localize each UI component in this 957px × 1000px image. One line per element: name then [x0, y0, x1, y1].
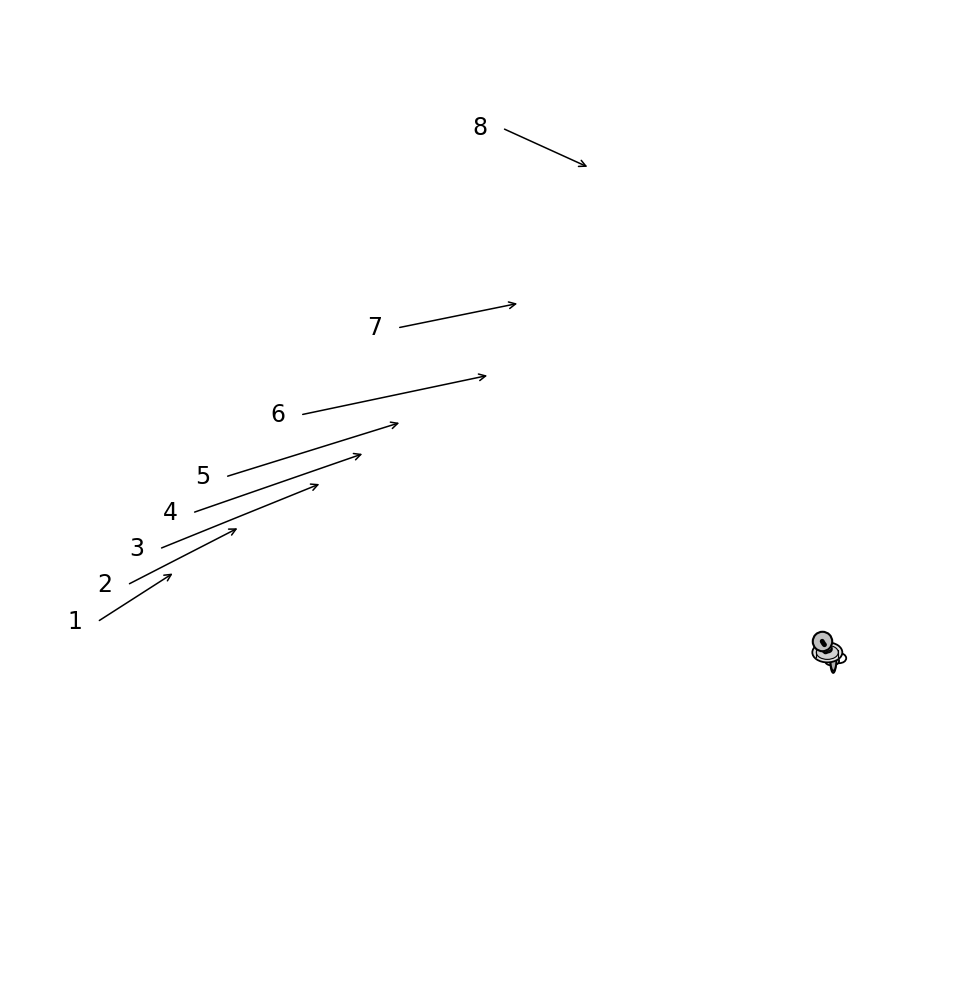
Text: 5: 5 — [195, 465, 211, 489]
Ellipse shape — [825, 657, 839, 666]
Polygon shape — [819, 652, 830, 660]
Ellipse shape — [816, 645, 838, 659]
Polygon shape — [824, 648, 826, 652]
Polygon shape — [829, 656, 831, 660]
Ellipse shape — [822, 645, 832, 651]
Ellipse shape — [812, 642, 842, 662]
Ellipse shape — [819, 651, 825, 654]
Polygon shape — [826, 645, 831, 654]
Polygon shape — [817, 652, 834, 660]
Text: 1: 1 — [68, 610, 82, 634]
Ellipse shape — [831, 647, 836, 671]
Ellipse shape — [824, 654, 830, 657]
Polygon shape — [824, 645, 830, 647]
Ellipse shape — [819, 651, 824, 654]
Text: 6: 6 — [271, 403, 285, 427]
Ellipse shape — [820, 651, 825, 654]
Ellipse shape — [820, 652, 825, 655]
Polygon shape — [819, 650, 822, 654]
Ellipse shape — [823, 653, 829, 656]
Polygon shape — [817, 652, 821, 655]
Text: 3: 3 — [129, 537, 145, 561]
Ellipse shape — [824, 653, 829, 656]
Polygon shape — [830, 646, 831, 660]
Ellipse shape — [833, 653, 846, 663]
Polygon shape — [819, 649, 824, 652]
Polygon shape — [822, 649, 825, 654]
Ellipse shape — [822, 652, 827, 655]
Polygon shape — [822, 651, 829, 657]
Polygon shape — [824, 648, 830, 651]
Text: 2: 2 — [98, 573, 113, 597]
Ellipse shape — [819, 651, 824, 654]
Ellipse shape — [819, 651, 824, 654]
Ellipse shape — [827, 654, 832, 657]
Polygon shape — [822, 649, 832, 654]
Polygon shape — [830, 647, 831, 661]
Ellipse shape — [823, 652, 828, 655]
Polygon shape — [830, 646, 833, 648]
Ellipse shape — [828, 655, 833, 658]
Ellipse shape — [823, 653, 828, 656]
Polygon shape — [824, 649, 828, 653]
Polygon shape — [819, 651, 833, 658]
Text: 8: 8 — [473, 116, 487, 140]
Ellipse shape — [825, 654, 830, 657]
Polygon shape — [831, 659, 833, 661]
Polygon shape — [829, 654, 833, 656]
Ellipse shape — [821, 652, 826, 655]
Text: 4: 4 — [163, 501, 177, 525]
Ellipse shape — [822, 647, 832, 653]
Ellipse shape — [822, 653, 827, 656]
Ellipse shape — [827, 655, 832, 658]
Polygon shape — [829, 654, 832, 659]
Polygon shape — [819, 649, 821, 652]
Polygon shape — [831, 658, 834, 659]
Polygon shape — [817, 653, 830, 661]
Polygon shape — [819, 651, 821, 654]
Ellipse shape — [831, 648, 836, 673]
Ellipse shape — [824, 654, 829, 657]
Ellipse shape — [818, 651, 824, 654]
Polygon shape — [824, 645, 830, 648]
Text: 7: 7 — [367, 316, 383, 340]
Ellipse shape — [826, 654, 831, 657]
Ellipse shape — [821, 652, 826, 655]
Ellipse shape — [825, 654, 831, 657]
Ellipse shape — [826, 655, 831, 658]
